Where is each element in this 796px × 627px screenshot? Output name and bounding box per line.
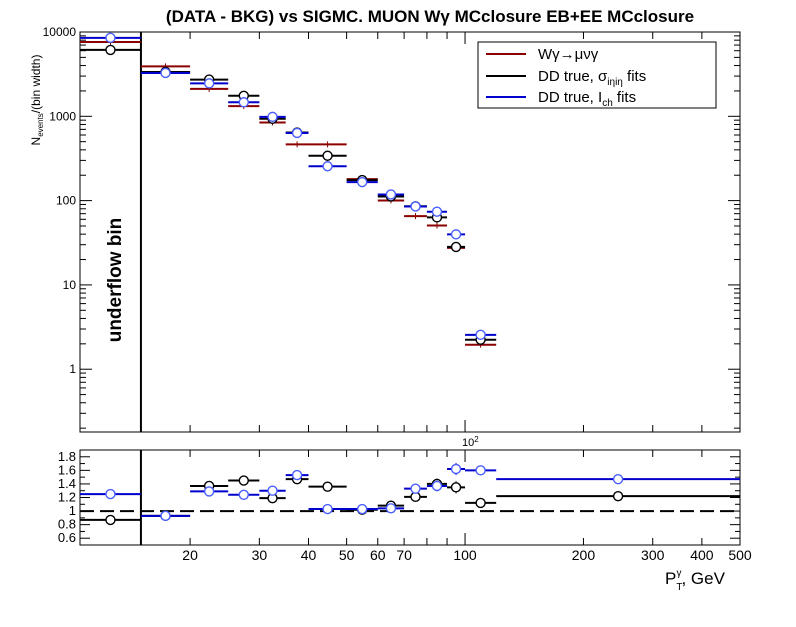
y-tick-label-ratio: 0.6 (58, 530, 76, 545)
main-marker-s1 (450, 241, 462, 253)
main-marker-s2 (203, 78, 215, 89)
ratio-marker-s0 (475, 497, 486, 509)
main-marker-s1 (105, 44, 116, 56)
main-plot-frame (79, 31, 741, 433)
ratio-marker-s1 (356, 503, 368, 515)
main-axes: 1 10 100 1000 10000 (43, 25, 741, 432)
ratio-marker-s0 (450, 482, 462, 493)
y-tick-label-main: 100 (56, 194, 76, 208)
y-tick-label-ratio: 1.8 (58, 449, 76, 464)
y-tick-label-main: 10 (63, 278, 77, 292)
x-tick-label: 50 (339, 547, 355, 563)
x-tick-label: 200 (572, 547, 596, 563)
ratio-marker-s1 (450, 463, 462, 475)
main-marker-s2 (238, 97, 249, 108)
legend-label-wgamma: Wγ→μνγ (538, 46, 599, 63)
ratio-marker-s1 (160, 510, 171, 522)
main-marker-s2 (431, 206, 443, 217)
ratio-marker-s1 (322, 503, 333, 515)
y-tick-label-ratio: 1.4 (58, 476, 76, 491)
x-tick-label: 70 (396, 547, 412, 563)
main-marker-s1 (322, 150, 333, 161)
ratio-marker-s1 (475, 465, 486, 476)
main-marker-s2 (356, 176, 368, 188)
y-tick-label-main: 1000 (49, 109, 76, 123)
ratio-marker-s1 (267, 485, 278, 496)
ratio-marker-s1 (410, 483, 421, 494)
ratio-marker-s1 (105, 488, 116, 500)
y-tick-label-ratio: 0.8 (58, 517, 76, 532)
y-tick-label-ratio: 1.6 (58, 462, 76, 477)
main-marker-s2 (385, 189, 397, 200)
main-marker-s2 (267, 111, 278, 123)
y-tick-label-ratio: 1 (69, 503, 76, 518)
main-marker-s2 (105, 32, 116, 44)
main-marker-s2 (410, 201, 421, 212)
ratio-marker-s1 (385, 503, 397, 514)
underflow-bin-label: underflow bin (105, 218, 126, 343)
main-marker-s2 (475, 329, 486, 341)
main-marker-s2 (322, 161, 333, 172)
ratio-marker-s1 (238, 489, 249, 500)
ratio-marker-s0 (238, 475, 249, 486)
x-tick-label: 20 (182, 547, 198, 563)
y-tick-label-main: 1 (69, 362, 76, 376)
ratio-axes: 20 30 40 50 60 70 100 200 300 400 500 0.60.811.21.4… (58, 449, 752, 563)
y-tick-label-main: 10000 (43, 25, 77, 39)
y-tick-label-ratio: 1.2 (58, 490, 76, 505)
x-tick-label: 40 (301, 547, 317, 563)
ratio-marker-s0 (322, 481, 333, 492)
legend: Wγ→μνγ DD true, σiηiη fits DD true, Ich … (477, 41, 717, 109)
x-tick-label: 400 (690, 547, 714, 563)
ratio-series-group (80, 462, 740, 526)
main-marker-s2 (160, 67, 171, 79)
x-tick-label: 100 (453, 547, 477, 563)
chart-title: (DATA - BKG) vs SIGMC. MUON Wγ MCclosure… (166, 7, 694, 26)
x-tick-label: 60 (370, 547, 386, 563)
ratio-marker-s0 (612, 490, 624, 502)
ratio-marker-s0 (105, 514, 116, 526)
ratio-marker-s1 (203, 486, 215, 497)
x-tick-label: 300 (641, 547, 665, 563)
main-marker-s2 (291, 127, 303, 139)
x-tick-label: 30 (252, 547, 268, 563)
main-marker-s2 (450, 229, 462, 240)
main-series-group (80, 32, 497, 348)
ratio-marker-s1 (431, 480, 443, 492)
ratio-marker-s1 (291, 469, 303, 481)
x-tick-label: 500 (728, 547, 752, 563)
ratio-marker-s1 (612, 473, 624, 485)
